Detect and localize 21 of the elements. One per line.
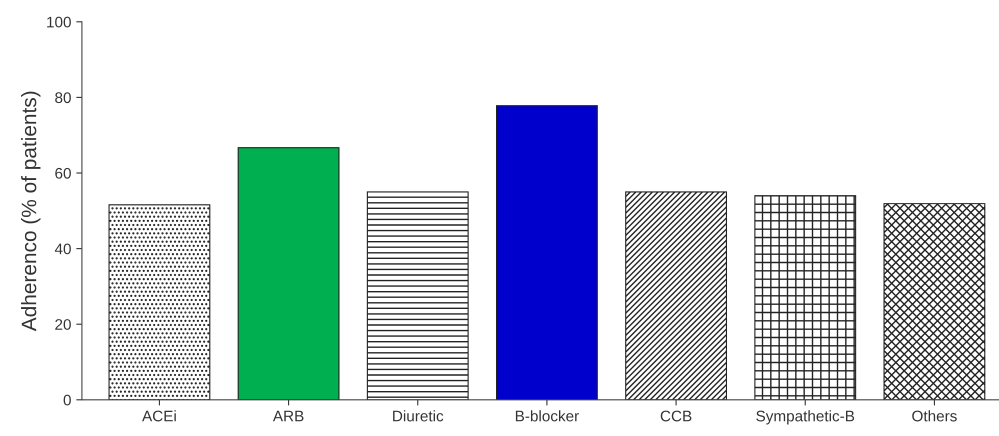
y-tick-label: 100 bbox=[47, 16, 71, 28]
x-tick-label: ARB bbox=[272, 410, 304, 422]
x-tick-label: Diuretic bbox=[393, 410, 444, 422]
bar bbox=[754, 195, 856, 400]
y-tick-label: 60 bbox=[55, 168, 71, 179]
bar bbox=[238, 147, 340, 400]
bar bbox=[366, 191, 469, 400]
x-tick-label: B-blocker bbox=[516, 410, 579, 422]
y-tick-label: 0 bbox=[64, 394, 71, 406]
bar bbox=[108, 204, 210, 400]
x-tick-label: CCB bbox=[660, 410, 692, 422]
y-axis-title: Adherenco (% of patients) bbox=[21, 92, 40, 332]
y-tick-label: 40 bbox=[54, 243, 71, 254]
x-tick-label: Others bbox=[912, 410, 957, 422]
bar bbox=[496, 105, 598, 400]
bar bbox=[625, 191, 728, 400]
y-tick-label: 20 bbox=[55, 319, 71, 330]
x-tick-label: Sympathetic-B bbox=[756, 410, 854, 424]
bar bbox=[883, 203, 986, 400]
y-tick-label: 80 bbox=[55, 92, 71, 104]
x-tick-label: ACEi bbox=[142, 410, 176, 422]
